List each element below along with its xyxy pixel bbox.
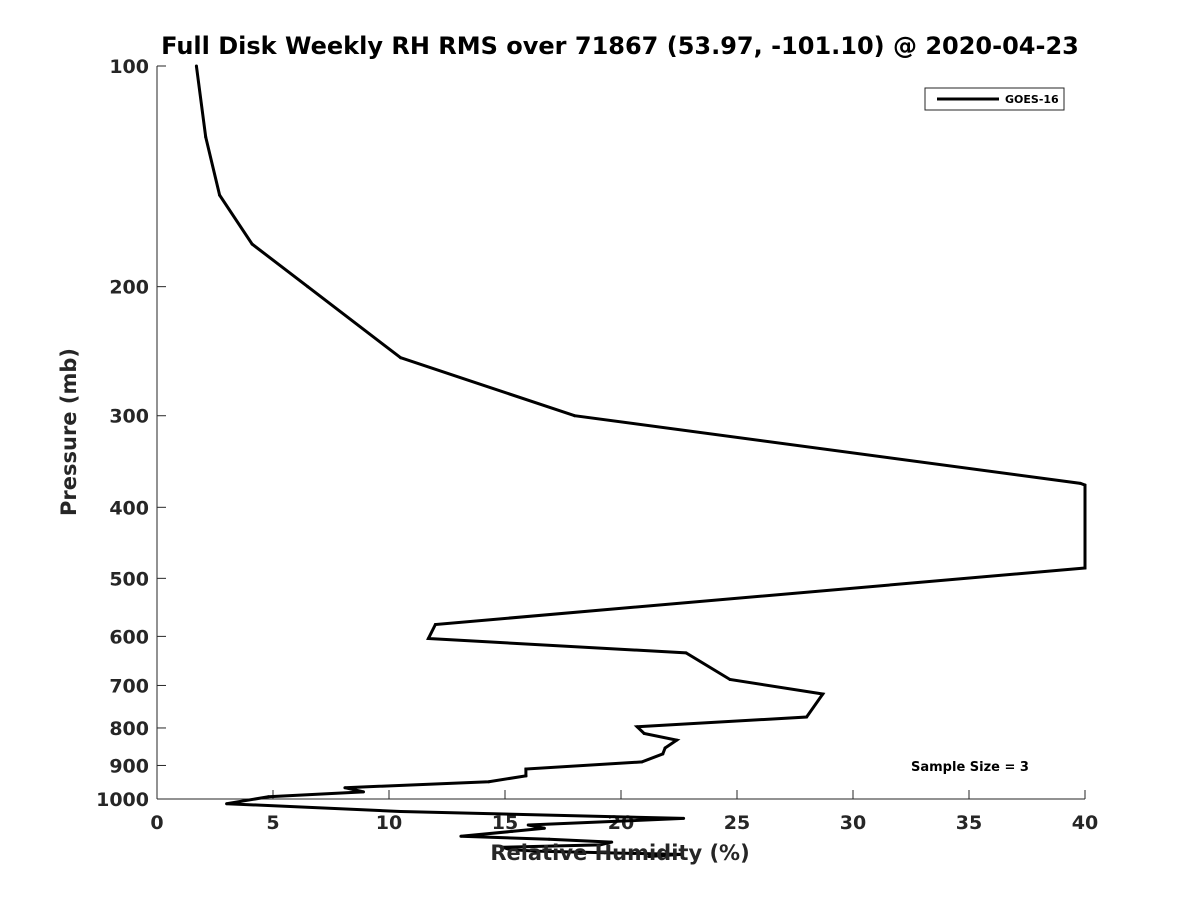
data-point bbox=[510, 829, 514, 833]
data-point bbox=[647, 855, 651, 858]
y-tick-label: 1000 bbox=[96, 789, 149, 811]
data-point bbox=[821, 692, 825, 696]
data-point bbox=[1083, 483, 1087, 487]
data-point bbox=[603, 851, 607, 855]
x-tick-label: 15 bbox=[492, 812, 518, 834]
y-axis-label: Pressure (mb) bbox=[57, 348, 81, 516]
y-tick-label: 800 bbox=[109, 718, 149, 740]
data-point bbox=[547, 837, 551, 841]
data-point bbox=[433, 623, 437, 626]
data-point bbox=[728, 678, 732, 681]
data-point bbox=[306, 285, 310, 289]
data-point bbox=[524, 774, 528, 778]
data-point bbox=[610, 840, 614, 844]
data-point bbox=[640, 760, 644, 764]
x-tick-label: 0 bbox=[150, 812, 163, 834]
data-point bbox=[225, 802, 229, 806]
x-tick-label: 40 bbox=[1072, 812, 1098, 834]
x-tick-label: 10 bbox=[376, 812, 402, 834]
y-tick-label: 900 bbox=[109, 755, 149, 777]
data-point bbox=[194, 64, 198, 68]
data-point bbox=[612, 819, 616, 823]
data-point bbox=[684, 651, 688, 655]
y-tick-label: 100 bbox=[109, 56, 149, 78]
data-point bbox=[679, 852, 683, 856]
sample-size-annotation: Sample Size = 3 bbox=[911, 760, 1029, 775]
data-point bbox=[362, 790, 365, 794]
x-tick-label: 25 bbox=[724, 812, 750, 834]
data-point bbox=[682, 816, 686, 820]
data-point bbox=[218, 193, 222, 197]
x-axis-label: Relative Humidity (%) bbox=[490, 841, 749, 865]
data-point bbox=[805, 715, 809, 719]
data-point bbox=[524, 767, 528, 771]
data-point bbox=[642, 732, 646, 735]
data-point bbox=[501, 845, 505, 849]
data-point bbox=[1078, 481, 1082, 485]
y-tick-label: 600 bbox=[109, 626, 149, 648]
data-point bbox=[266, 795, 270, 799]
data-point bbox=[1083, 566, 1087, 570]
x-tick-label: 5 bbox=[266, 812, 279, 834]
data-point bbox=[204, 135, 208, 139]
data-point bbox=[487, 780, 491, 784]
data-point bbox=[635, 725, 639, 729]
data-point bbox=[399, 810, 403, 813]
y-tick-label: 400 bbox=[109, 497, 149, 519]
data-point bbox=[661, 752, 665, 756]
data-point bbox=[542, 826, 546, 830]
data-point bbox=[508, 848, 512, 851]
y-tick-label: 500 bbox=[109, 568, 149, 590]
data-point bbox=[399, 356, 403, 360]
data-point bbox=[598, 843, 602, 847]
legend: GOES-16 bbox=[924, 87, 1065, 111]
data-point bbox=[663, 746, 667, 750]
axes: 0 5 10 15 20 25 30 35 40100200300400500600700800… bbox=[96, 56, 1098, 834]
data-point bbox=[573, 414, 577, 418]
data-point bbox=[533, 849, 537, 853]
data-point bbox=[526, 823, 530, 827]
data-point bbox=[426, 637, 430, 640]
y-tick-label: 300 bbox=[109, 406, 149, 428]
data-point bbox=[343, 786, 347, 790]
y-tick-label: 700 bbox=[109, 675, 149, 697]
plot-area bbox=[194, 64, 1087, 858]
x-tick-label: 30 bbox=[840, 812, 866, 834]
data-point bbox=[459, 834, 463, 838]
x-tick-label: 35 bbox=[956, 812, 982, 834]
legend-label-goes-16: GOES-16 bbox=[1005, 93, 1059, 106]
series-line-goes-16 bbox=[194, 65, 1087, 858]
data-point bbox=[675, 738, 679, 742]
chart-title: Full Disk Weekly RH RMS over 71867 (53.9… bbox=[161, 32, 1079, 60]
y-tick-label: 200 bbox=[109, 277, 149, 299]
data-point bbox=[250, 242, 254, 246]
